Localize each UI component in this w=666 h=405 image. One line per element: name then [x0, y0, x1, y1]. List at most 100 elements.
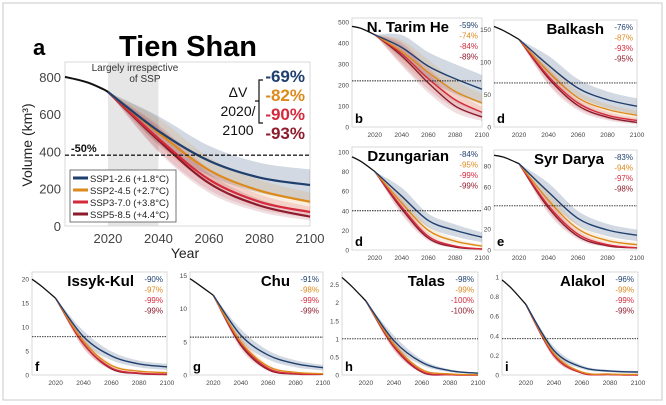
x-tick-label: 2080	[603, 380, 618, 387]
x-tick-label: 2100	[160, 380, 175, 387]
legend-label: SSP5-8.5 (+4.4°C)	[90, 210, 169, 221]
y-tick-label: 40	[342, 208, 350, 215]
x-tick-label: 2060	[195, 231, 224, 246]
uncertainty-band-ssp126	[374, 171, 482, 243]
x-tick-label: 2100	[475, 255, 490, 262]
panel-title: Dzungarian	[367, 148, 449, 165]
change-percent: -99%	[459, 171, 478, 180]
y-tick-label: 100	[338, 149, 349, 156]
series-line-ssp126	[365, 300, 479, 374]
panel-f: 2020 2040 2060 2080 2100 0 5 10 15 20 f Issyk-Kul -9…	[22, 271, 175, 387]
uncertainty-band-ssp245	[519, 39, 637, 120]
panel-title: Alakol	[560, 273, 605, 290]
x-tick-label: 2100	[630, 255, 645, 262]
panel-title: Balkash	[546, 21, 604, 38]
change-percent: -98%	[300, 286, 319, 295]
y-tick-label: 10	[22, 325, 30, 332]
x-tick-label: 2040	[76, 380, 91, 387]
history-line	[189, 278, 214, 296]
change-percent: -99%	[459, 182, 478, 191]
y-tick-label: 100	[338, 104, 349, 111]
x-tick-label: 2020	[512, 132, 527, 139]
change-percent: -99%	[455, 286, 474, 295]
change-percent: -90%	[265, 105, 305, 124]
x-tick-label: 2080	[245, 231, 274, 246]
series-line-ssp370	[374, 171, 483, 250]
change-percent: -100%	[451, 307, 474, 316]
panel-b: 2020 2040 2060 2080 21000100200300400500bN. …	[338, 17, 490, 139]
y-tick-label: 80	[484, 163, 492, 170]
panel-title: Tien Shan	[119, 31, 257, 63]
series-line-ssp245	[518, 38, 638, 117]
series-line-ssp245	[518, 163, 638, 246]
plot-frame	[501, 271, 639, 376]
change-percent: -95%	[459, 161, 478, 170]
y-tick-label: 0.2	[490, 353, 499, 360]
x-tick-label: 2080	[448, 255, 463, 262]
y-tick-label: 40	[484, 205, 492, 212]
x-tick-label: 2020	[359, 380, 374, 387]
change-percent: -93%	[265, 124, 305, 143]
series-line-ssp126	[55, 297, 168, 368]
y-tick-label: 80	[342, 169, 350, 176]
uncertainty-band-ssp245	[519, 163, 637, 247]
y-tick-label: 20	[342, 228, 350, 235]
y-tick-label: 1	[495, 274, 499, 281]
x-tick-label: 2060	[421, 255, 436, 262]
change-percent: -76%	[614, 23, 633, 32]
panel-label: i	[505, 359, 509, 374]
uncertainty-band-ssp370	[374, 171, 482, 250]
y-tick-label: 0	[345, 248, 349, 255]
delta-v-label: 2100	[222, 122, 253, 138]
y-tick-label: 1	[335, 336, 339, 343]
x-tick-label: 2020	[206, 380, 221, 387]
x-tick-label: 2060	[571, 255, 586, 262]
x-tick-label: 2020	[93, 231, 122, 246]
x-tick-label: 2060	[104, 380, 119, 387]
x-tick-label: 2040	[541, 132, 556, 139]
delta-v-label: 2020/	[220, 103, 255, 119]
legend-label: SSP2-4.5 (+2.7°C)	[90, 186, 169, 197]
change-percent: -87%	[614, 34, 633, 43]
x-tick-label: 2080	[443, 380, 458, 387]
x-tick-label: 2100	[316, 380, 331, 387]
panel-title: Chu	[261, 273, 290, 290]
change-percent: -97%	[144, 286, 163, 295]
plot-frame	[351, 146, 483, 251]
change-percent: -99%	[144, 296, 163, 305]
history-line	[31, 278, 57, 299]
change-percent: -90%	[144, 275, 163, 284]
panel-label: e	[497, 234, 504, 249]
plot-frame	[493, 149, 638, 251]
x-tick-label: 2040	[387, 380, 402, 387]
x-tick-label: 2100	[631, 380, 646, 387]
y-tick-label: 1.5	[330, 318, 339, 325]
series-line-ssp585	[518, 39, 638, 124]
history-line	[501, 279, 527, 305]
x-tick-label: 2040	[394, 255, 409, 262]
change-percent: -99%	[144, 307, 163, 316]
uncertainty-band-ssp370	[519, 163, 637, 249]
panel-label: b	[355, 111, 363, 126]
series-line-ssp126	[525, 304, 639, 373]
change-percent: -83%	[614, 153, 633, 162]
y-axis-label: Volume (km³)	[19, 103, 35, 186]
series-line-ssp245	[374, 34, 483, 104]
y-tick-label: 0	[345, 125, 349, 132]
series-line-ssp370	[374, 34, 483, 113]
change-percent: -91%	[300, 275, 319, 284]
x-tick-label: 2020	[519, 380, 534, 387]
panel-label: d	[355, 234, 363, 249]
y-tick-label: 5	[25, 349, 29, 356]
series-line-ssp245	[374, 171, 483, 247]
x-tick-label: 2080	[132, 380, 147, 387]
series-line-ssp245	[525, 304, 639, 376]
x-tick-label: 2080	[448, 132, 463, 139]
y-tick-label: 0	[183, 373, 187, 380]
history-line	[493, 25, 520, 41]
change-percent: -82%	[265, 86, 305, 105]
panel-d: 2020 2040 2060 2080 2100020406080100dDzungar…	[338, 146, 490, 262]
panel-label: a	[33, 35, 46, 60]
